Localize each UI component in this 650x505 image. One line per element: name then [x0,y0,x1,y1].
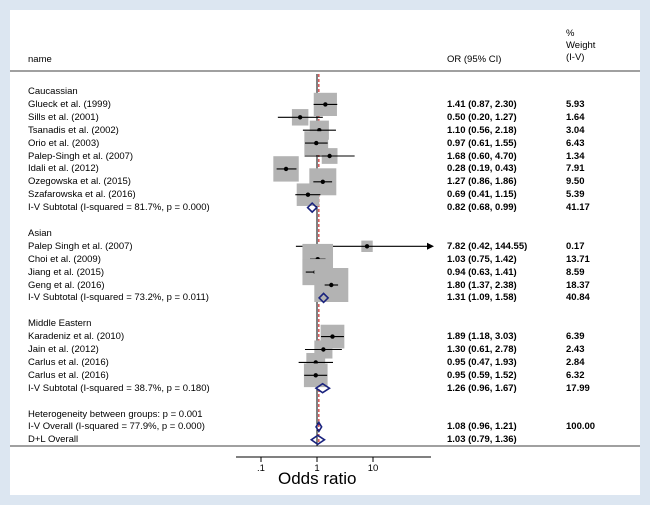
study-weight: 1.34 [566,150,585,162]
forest-plot [10,70,640,462]
study-weight: 1.64 [566,111,585,123]
study-point [305,192,311,197]
overall-dl-label: D+L Overall [28,434,79,446]
x-tick-label: 1 [314,463,320,474]
subtotal-diamond [314,382,331,394]
study-ci-arrow [427,242,434,250]
study-label: Geng et al. (2016) [28,279,105,291]
study-weight: 7.91 [566,163,585,175]
study-or-ci: 0.28 (0.19, 0.43) [447,163,517,175]
study-or-ci: 0.94 (0.63, 1.41) [447,266,517,278]
subtotal-weight: 40.84 [566,292,590,304]
overall-iv-label: I-V Overall (I-squared = 77.9%, p = 0.00… [28,421,205,433]
study-or-ci: 1.30 (0.61, 2.78) [447,344,517,355]
study-or-ci: 1.27 (0.86, 1.86) [447,176,517,188]
group-label: Asian [28,227,52,239]
study-or-ci: 0.50 (0.20, 1.27) [447,111,517,123]
header-weight: Weight [566,40,596,51]
x-tick-label: 10 [367,463,379,474]
study-weight: 6.43 [566,137,585,149]
study-point [297,115,303,120]
group-label: Caucassian [28,86,78,97]
x-axis-title: Odds ratio [278,469,357,488]
study-label: Sills et al. (2001) [28,111,99,123]
study-label: Palep Singh et al. (2007) [28,240,133,252]
study-or-ci: 1.10 (0.56, 2.18) [447,124,517,136]
subtotal-weight: 17.99 [566,382,590,394]
study-point [327,153,332,159]
subtotal-label: I-V Subtotal (I-squared = 38.7%, p = 0.1… [28,382,210,394]
study-label: Glueck et al. (1999) [28,98,111,110]
header-weight-percent: % [566,28,575,39]
study-weight: 18.37 [566,279,590,291]
header-weight-method: (I-V) [566,52,585,63]
study-point [364,244,370,249]
subtotal-label: I-V Subtotal (I-squared = 81.7%, p = 0.0… [28,202,210,214]
overall-iv-or-ci: 1.08 (0.96, 1.21) [447,421,517,433]
study-label: Karadeniz et al. (2010) [28,331,125,343]
study-weight: 2.43 [566,344,585,355]
study-weight: 9.50 [566,176,585,188]
study-weight: 3.04 [566,124,585,136]
subtotal-diamond [317,292,330,304]
study-or-ci: 0.97 (0.61, 1.55) [447,137,517,149]
subtotal-or-ci: 0.82 (0.68, 0.99) [447,202,517,214]
subtotal-or-ci: 1.31 (1.09, 1.58) [447,292,517,304]
overall-iv-diamond [315,420,323,433]
overall-dl-or-ci: 1.03 (0.79, 1.36) [447,434,517,446]
study-label: Jain et al. (2012) [28,344,99,355]
overall-iv-weight: 100.00 [566,421,596,433]
study-point [329,282,334,288]
chart-panel: name OR (95% CI)% Weight (I-V) Caucassian Glu… [10,10,640,495]
study-weight: 8.59 [566,266,585,278]
study-or-ci: 1.89 (1.18, 3.03) [447,331,517,343]
study-weight: 2.84 [566,356,585,368]
study-label: Szafarowska et al. (2016) [28,189,136,201]
study-or-ci: 0.95 (0.59, 1.52) [447,369,517,381]
study-or-ci: 0.69 (0.41, 1.15) [447,189,517,201]
study-or-ci: 1.68 (0.60, 4.70) [447,150,517,162]
study-weight: 13.71 [566,253,590,265]
study-point [314,140,319,146]
header-or-ci: OR (95% CI) [447,54,502,65]
study-label: Carlus et al. (2016) [28,356,109,368]
study-point [323,102,328,107]
study-label: Idali et al. (2012) [28,163,99,175]
study-label: Orio et al. (2003) [28,137,100,149]
study-or-ci: 0.95 (0.47, 1.93) [447,356,517,368]
study-point [321,347,326,352]
study-point [320,179,326,184]
study-label: Choi et al. (2009) [28,253,101,265]
subtotal-label: I-V Subtotal (I-squared = 73.2%, p = 0.0… [28,292,209,304]
study-label: Palep-Singh et al. (2007) [28,150,134,162]
heterogeneity-label: Heterogeneity between groups: p = 0.001 [28,408,203,420]
subtotal-or-ci: 1.26 (0.96, 1.67) [447,382,517,394]
study-label: Ozegowska et al. (2015) [28,176,131,188]
subtotal-weight: 41.17 [566,202,590,214]
overall-dl-diamond [309,434,326,446]
x-tick-label: .1 [257,463,265,474]
study-or-ci: 1.80 (1.37, 2.38) [447,279,517,291]
study-label: Carlus et al. (2016) [28,369,109,381]
study-point [313,373,318,378]
study-or-ci: 1.41 (0.87, 2.30) [447,98,517,110]
study-point [330,334,335,339]
study-or-ci: 7.82 (0.42, 144.55) [447,240,528,252]
study-weight: 6.39 [566,331,585,343]
subtotal-diamond [306,201,318,214]
study-weight: 6.32 [566,369,585,381]
study-or-ci: 1.03 (0.75, 1.42) [447,253,517,265]
study-point [283,166,289,172]
study-weight: 5.93 [566,98,585,110]
study-label: Tsanadis et al. (2002) [28,124,119,136]
study-weight: 5.39 [566,189,585,201]
group-label: Middle Eastern [28,318,92,330]
study-weight: 0.17 [566,240,585,252]
header-name: name [28,54,52,65]
study-label: Jiang et al. (2015) [28,266,105,278]
